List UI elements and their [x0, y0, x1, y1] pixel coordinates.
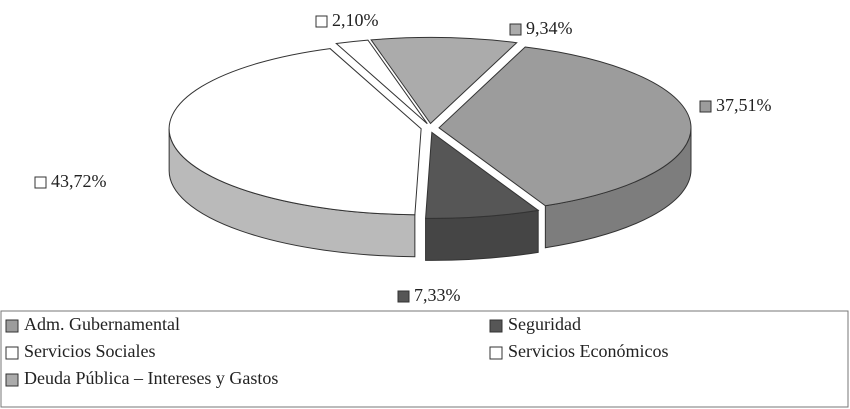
- slice-top: [168, 48, 422, 216]
- slice-top: [438, 46, 692, 207]
- slice-top: [425, 131, 540, 219]
- slice-top: [335, 39, 428, 125]
- data-label: 43,72%: [51, 171, 107, 191]
- legend-label: Adm. Gubernamental: [24, 314, 180, 334]
- legend-swatch: [5, 346, 19, 360]
- legend-swatch: [489, 319, 503, 333]
- label-swatch: [315, 15, 328, 28]
- data-label: 2,10%: [332, 10, 379, 30]
- label-swatch: [699, 100, 712, 113]
- data-label: 9,34%: [526, 18, 573, 38]
- label-swatch: [34, 176, 47, 189]
- legend-label: Servicios Económicos: [508, 341, 668, 361]
- legend-label: Deuda Pública – Intereses y Gastos: [24, 368, 278, 388]
- slice-top: [370, 37, 518, 125]
- data-label: 37,51%: [716, 95, 772, 115]
- legend-box: [0, 310, 849, 408]
- legend-swatch: [5, 319, 19, 333]
- label-swatch: [397, 290, 410, 303]
- legend-swatch: [5, 373, 19, 387]
- legend-swatch: [489, 346, 503, 360]
- legend-label: Servicios Sociales: [24, 341, 155, 361]
- label-swatch: [509, 23, 522, 36]
- legend-label: Seguridad: [508, 314, 581, 334]
- data-label: 7,33%: [414, 285, 461, 305]
